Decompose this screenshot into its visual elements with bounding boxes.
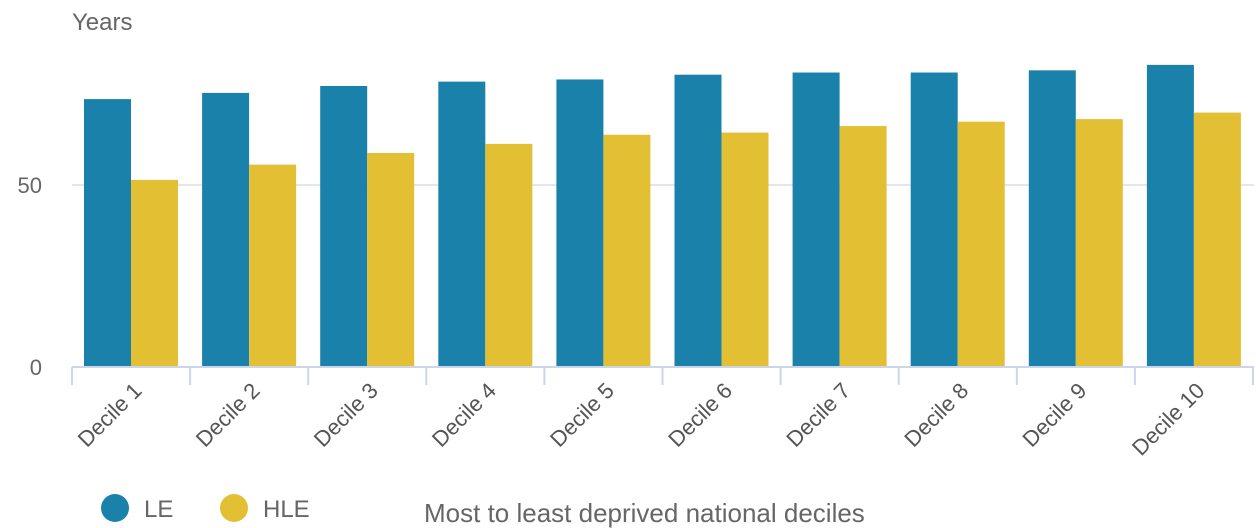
bar-le-10 [1146, 64, 1194, 367]
bar-hle-5 [603, 134, 651, 367]
bar-le-9 [1028, 70, 1076, 367]
legend-item-le[interactable]: LE [101, 494, 173, 523]
bar-le-2 [202, 92, 250, 368]
x-tick-label: Decile 10 [1127, 378, 1210, 461]
y-axis-label: Years [72, 9, 133, 36]
x-tick-label: Decile 8 [899, 378, 973, 452]
legend-swatch [101, 494, 129, 522]
bar-le-8 [910, 72, 958, 368]
x-tick-label: Decile 4 [427, 378, 501, 452]
bar-hle-9 [1075, 119, 1123, 367]
x-tick-label: Decile 6 [663, 378, 737, 452]
legend-item-hle[interactable]: HLE [220, 494, 310, 523]
bar-le-4 [438, 81, 486, 368]
bar-le-5 [556, 79, 604, 367]
bar-hle-4 [485, 143, 533, 367]
bar-hle-7 [839, 126, 887, 367]
y-tick-label: 50 [18, 173, 42, 198]
bar-le-1 [84, 99, 131, 367]
legend-label: LE [144, 496, 173, 523]
bar-le-6 [674, 74, 722, 367]
bar-hle-10 [1193, 112, 1241, 368]
bar-hle-2 [249, 164, 297, 367]
x-axis-label: Most to least deprived national deciles [424, 498, 865, 528]
bar-hle-1 [131, 179, 178, 367]
x-axis [71, 366, 1254, 385]
x-axis-ticks: Decile 1 Decile 2 Decile 3 Decile 4 Decile 5… [73, 378, 1210, 461]
bar-hle-8 [957, 121, 1005, 367]
bars [84, 64, 1241, 368]
bar-le-7 [792, 72, 840, 368]
legend: LE HLE [101, 494, 310, 523]
bar-hle-3 [367, 152, 415, 367]
x-tick-label: Decile 7 [781, 378, 855, 452]
legend-swatch [220, 494, 248, 522]
x-tick-label: Decile 5 [545, 378, 619, 452]
x-tick-label: Decile 3 [309, 378, 383, 452]
y-tick-label: 0 [30, 355, 42, 380]
y-axis-ticks: 0 50 [18, 173, 42, 380]
bar-le-3 [320, 85, 368, 367]
x-tick-label: Decile 9 [1018, 378, 1092, 452]
x-tick-label: Decile 2 [191, 378, 265, 452]
x-tick-label: Decile 1 [73, 378, 147, 452]
bar-hle-6 [721, 132, 769, 367]
legend-label: HLE [263, 496, 310, 523]
